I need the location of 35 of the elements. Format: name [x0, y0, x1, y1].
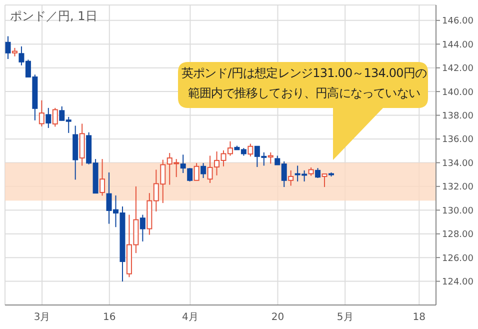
- candlestick: [268, 152, 274, 164]
- candlestick: [248, 143, 254, 157]
- x-tick-label: 3月: [34, 312, 50, 324]
- y-tick-label: 144.00: [442, 40, 474, 50]
- candlestick: [200, 162, 206, 179]
- y-tick-label: 124.00: [442, 277, 474, 288]
- candlestick: [140, 214, 146, 242]
- candlestick: [5, 36, 11, 60]
- y-tick-label: 140.00: [442, 88, 474, 98]
- candlestick: [288, 170, 294, 186]
- candlestick: [315, 168, 321, 179]
- y-tick-label: 142.00: [442, 64, 474, 74]
- annotation: 英ポンド/円は想定レンジ131.00～134.00円の範囲内で推移しており、円高になっていない: [180, 65, 428, 102]
- candlestick: [38, 100, 44, 127]
- y-tick-label: 132.00: [442, 182, 474, 193]
- candlestick: [180, 154, 186, 174]
- candlestick: [322, 173, 328, 188]
- x-tick-label: 16: [103, 312, 116, 324]
- x-tick-label: 5月: [336, 312, 354, 324]
- x-tick-label: 4月: [182, 312, 198, 324]
- y-tick-label: 138.00: [442, 111, 474, 122]
- y-tick-label: 130.00: [442, 206, 474, 216]
- y-tick-label: 146.00: [442, 16, 474, 27]
- y-tick-label: 134.00: [442, 158, 474, 169]
- chart-title: ポンド／円, 1日: [10, 8, 98, 25]
- y-tick-label: 136.00: [442, 135, 474, 146]
- candlestick: [194, 162, 200, 181]
- y-tick-label: 128.00: [442, 230, 474, 240]
- candlestick: [187, 168, 193, 182]
- x-tick-label: 18: [412, 312, 426, 324]
- candlestick: [46, 107, 52, 128]
- candlestick: [100, 158, 106, 196]
- y-tick-label: 126.00: [442, 254, 474, 264]
- candlestick: [52, 107, 58, 128]
- x-tick-label: 20: [271, 312, 284, 324]
